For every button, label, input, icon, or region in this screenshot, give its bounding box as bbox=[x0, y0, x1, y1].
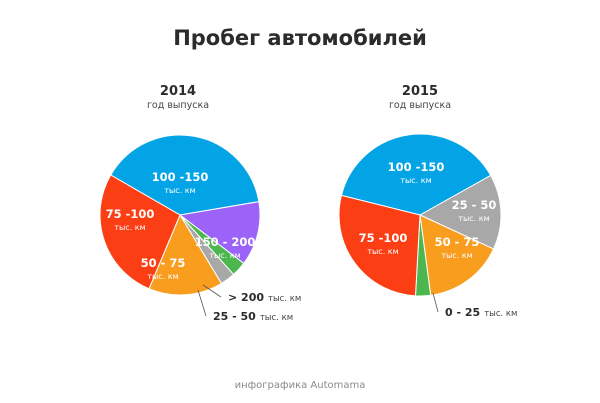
pie-subtitle-2014: год выпуска bbox=[147, 100, 209, 111]
pie-subtitle-2015: год выпуска bbox=[389, 100, 451, 111]
pie-slice-1-1 bbox=[418, 174, 502, 250]
slice-label-1-1: 25 - 50 bbox=[452, 198, 497, 212]
slice-leader-0-3 bbox=[197, 289, 207, 317]
pie-chart-2015: 2015 год выпуска 100 -150 тыс. км 25 - 50 т… bbox=[338, 84, 517, 319]
pie-slice-0-4 bbox=[148, 213, 223, 296]
slice-unit-0-4: тыс. км bbox=[147, 272, 178, 281]
slice-unit-1-0: тыс. км bbox=[400, 176, 431, 185]
slice-unit-0-5: тыс. км bbox=[114, 223, 145, 232]
pie-slice-1-0 bbox=[340, 133, 492, 216]
pie-title-2014: 2014 bbox=[160, 84, 196, 99]
slice-unit-1-1: тыс. км bbox=[458, 214, 489, 223]
slice-label-1-4: 75 -100 bbox=[359, 231, 408, 245]
pie-slice-0-1 bbox=[178, 201, 261, 265]
slice-leader-0-2 bbox=[202, 284, 222, 298]
slice-label-0-4: 50 - 75 bbox=[141, 256, 186, 270]
slice-label-0-5: 75 -100 bbox=[106, 207, 155, 221]
slice-unit-1-4: тыс. км bbox=[367, 247, 398, 256]
pie-slice-1-2 bbox=[419, 214, 495, 296]
slice-label-0-1: 150 - 200 bbox=[195, 235, 256, 249]
slice-label-0-3: 25 - 50 тыс. км bbox=[213, 310, 293, 323]
pie-slice-1-4 bbox=[338, 194, 421, 297]
slice-unit-0-0: тыс. км bbox=[164, 186, 195, 195]
footer-credit: инфографика Automama bbox=[235, 380, 366, 391]
page-title: Пробег автомобилей bbox=[173, 26, 427, 50]
slice-unit-0-1: тыс. км bbox=[209, 251, 240, 260]
pie-slice-0-0 bbox=[110, 134, 260, 216]
pie-title-2015: 2015 bbox=[402, 84, 438, 99]
pie-slice-0-5 bbox=[99, 174, 181, 290]
slice-label-1-0: 100 -150 bbox=[388, 160, 445, 174]
pie-chart-2014: 2014 год выпуска 100 -150 тыс. км 150 - 20… bbox=[99, 84, 301, 323]
slice-label-0-0: 100 -150 bbox=[152, 170, 209, 184]
slice-leader-1-3 bbox=[432, 292, 439, 313]
slice-label-1-2: 50 - 75 bbox=[435, 235, 480, 249]
slice-unit-1-2: тыс. км bbox=[441, 251, 472, 260]
slice-label-1-3: 0 - 25 тыс. км bbox=[445, 306, 517, 319]
slice-label-0-2: > 200 тыс. км bbox=[228, 291, 301, 304]
